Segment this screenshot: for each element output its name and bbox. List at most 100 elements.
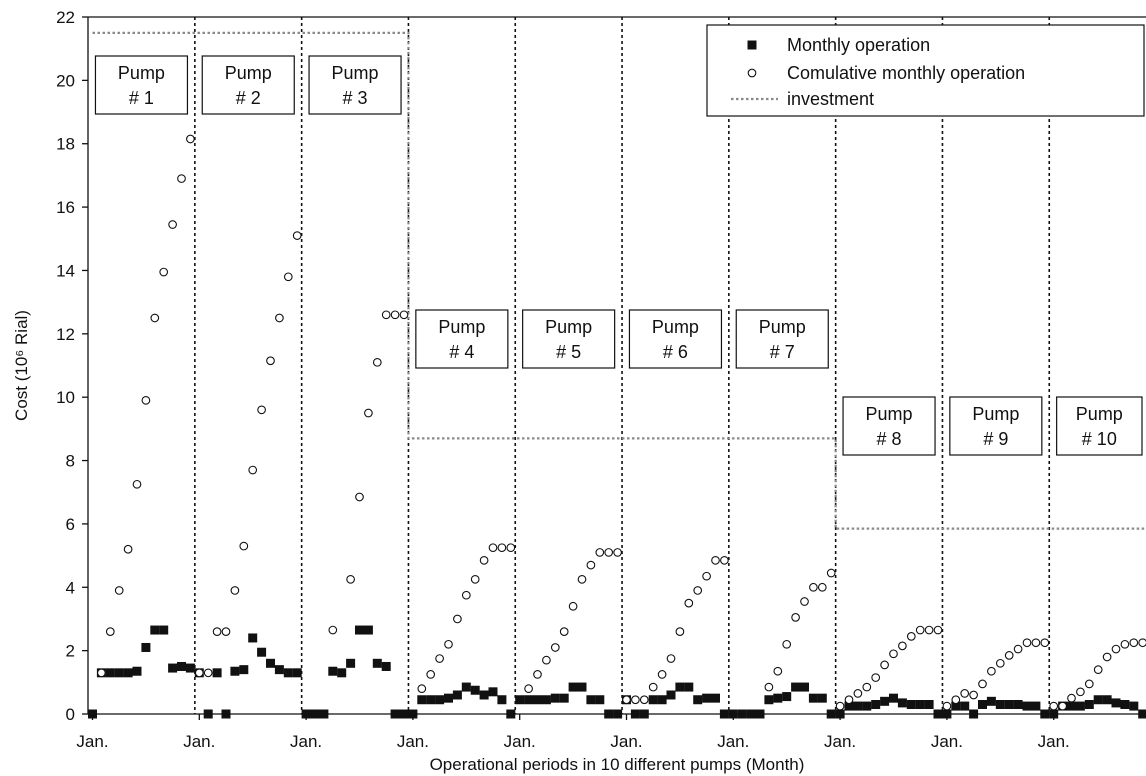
cumulative-operation-point [987,666,996,676]
cumulative-operation-point [960,689,970,698]
cumulative-operation-point [782,639,792,649]
monthly-operation-point [328,666,338,676]
monthly-operation-point [559,693,569,703]
monthly-operation-point [248,633,258,643]
cumulative-operation-point [826,568,836,578]
monthly-operation-point [782,692,792,702]
cumulative-operation-point [212,627,222,636]
pump-label-number: # 9 [983,429,1008,449]
monthly-operation-point [995,699,1005,709]
monthly-operation-point [1004,699,1014,709]
pump-label-frame [201,55,295,115]
monthly-operation-point [595,695,605,705]
pump-label-title: Pump [545,317,592,337]
pump-label-title: Pump [118,63,165,83]
pump-label-number: # 8 [877,429,902,449]
monthly-operation-point [541,695,551,705]
monthly-operation-point [355,625,364,635]
x-tick-label: Jan. [397,732,429,751]
monthly-operation-point [1067,701,1076,711]
monthly-operation-point [844,701,854,711]
legend-label: investment [787,89,874,109]
monthly-operation-point [986,696,996,706]
pump-label-number: # 1 [129,88,154,108]
cumulative-operation-point [995,658,1005,668]
cumulative-operation-point [524,684,533,694]
pump-label-title: Pump [1076,404,1123,424]
monthly-operation-point [853,701,863,711]
monthly-operation-point [381,661,391,671]
monthly-operation-point [257,647,267,657]
cumulative-operation-point [817,582,827,592]
cumulative-operation-point [684,598,694,608]
monthly-operation-point [266,658,275,668]
pump-label-number: # 4 [449,342,474,362]
cumulative-operation-point [862,682,872,692]
cumulative-operation-point [105,627,115,636]
cumulative-operation-point [283,272,293,282]
cumulative-operation-point [426,670,436,679]
monthly-operation-point [533,695,542,705]
cumulative-operation-point [399,310,409,320]
monthly-operation-point [150,625,160,635]
monthly-operation-point [274,665,284,675]
cumulative-operation-point [559,627,569,636]
cumulative-operation-point [114,586,124,595]
y-tick-label: 10 [56,388,75,407]
cumulative-operation-point [1093,665,1103,674]
cumulative-operation-point [1084,679,1094,689]
cumulative-operation-point [435,654,444,663]
pump-label-box: Pump # 4 [415,309,509,369]
monthly-operation-point [444,693,453,703]
cumulative-operation-point [595,548,605,557]
pump-label-number: # 5 [556,342,581,362]
pump-label-title: Pump [759,317,806,337]
pump-label-title: Pump [332,63,379,83]
cumulative-operation-point [889,649,898,659]
cumulative-operation-point [453,614,462,624]
monthly-operation-point [1093,695,1103,705]
monthly-operation-point [577,682,587,692]
monthly-operation-point [159,625,169,635]
cumulative-operation-point [97,668,106,678]
legend-frame [706,24,1145,117]
pump-label-number: # 10 [1082,429,1117,449]
monthly-operation-point [648,695,658,705]
pump-label-frame [522,309,616,369]
pump-label-frame [308,55,402,115]
monthly-operation-point [1013,699,1023,709]
pump-label-frame [949,396,1043,456]
y-tick-label: 8 [66,452,75,471]
cumulative-operation-point [969,690,978,700]
y-tick-label: 6 [66,515,75,534]
cumulative-operation-point [809,582,818,592]
cumulative-operation-point [186,134,195,144]
pump-label-box: Pump # 1 [94,55,189,115]
cumulative-operation-point [346,575,355,584]
x-tick-label: Jan. [504,732,536,751]
cumulative-operation-point [693,586,703,595]
pump-label-number: # 3 [343,88,368,108]
monthly-operation-point [1102,695,1112,705]
x-tick-label: Jan. [931,732,963,751]
y-tick-label: 2 [66,642,75,661]
cumulative-operation-point [586,560,596,570]
monthly-operation-point [1031,701,1041,711]
monthly-operation-point [800,682,809,692]
monthly-operation-point [426,695,436,705]
cumulative-operation-point [906,632,916,641]
y-tick-label: 4 [66,578,75,597]
monthly-operation-point [417,695,427,705]
cumulative-operation-point [239,541,249,551]
pump-label-box: Pump # 3 [308,55,402,115]
monthly-operation-point [123,668,133,678]
monthly-operation-point [479,690,489,700]
monthly-operation-point [666,690,676,700]
legend-monthly-marker [747,40,757,50]
monthly-operation-point [711,693,720,703]
cumulative-operation-point [470,575,480,584]
pump-label-number: # 7 [770,342,795,362]
cumulative-operation-point [702,571,711,581]
cumulative-operation-point [853,689,863,698]
